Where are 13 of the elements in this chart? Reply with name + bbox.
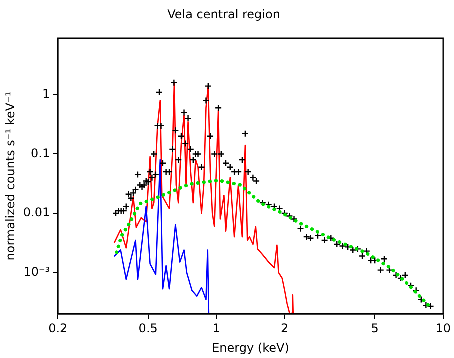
x-tick-label: 10 [436,322,452,336]
y-tick-label: 10⁻³ [24,264,50,279]
chart-title: Vela central region [168,7,280,22]
y-tick-label: 1 [42,87,50,102]
y-axis-title: normalized counts s⁻¹ keV⁻¹ [3,92,18,261]
x-tick-label: 1 [212,322,220,336]
y-tick-label: 0.1 [31,146,50,160]
x-tick-label: 2 [281,322,289,336]
y-tick-label: 0.01 [23,206,50,220]
x-tick-label: 0.5 [138,322,158,336]
x-axis-title: Energy (keV) [212,340,290,355]
x-tick-label: 0.2 [48,322,68,336]
x-tick-label: 5 [371,322,379,336]
